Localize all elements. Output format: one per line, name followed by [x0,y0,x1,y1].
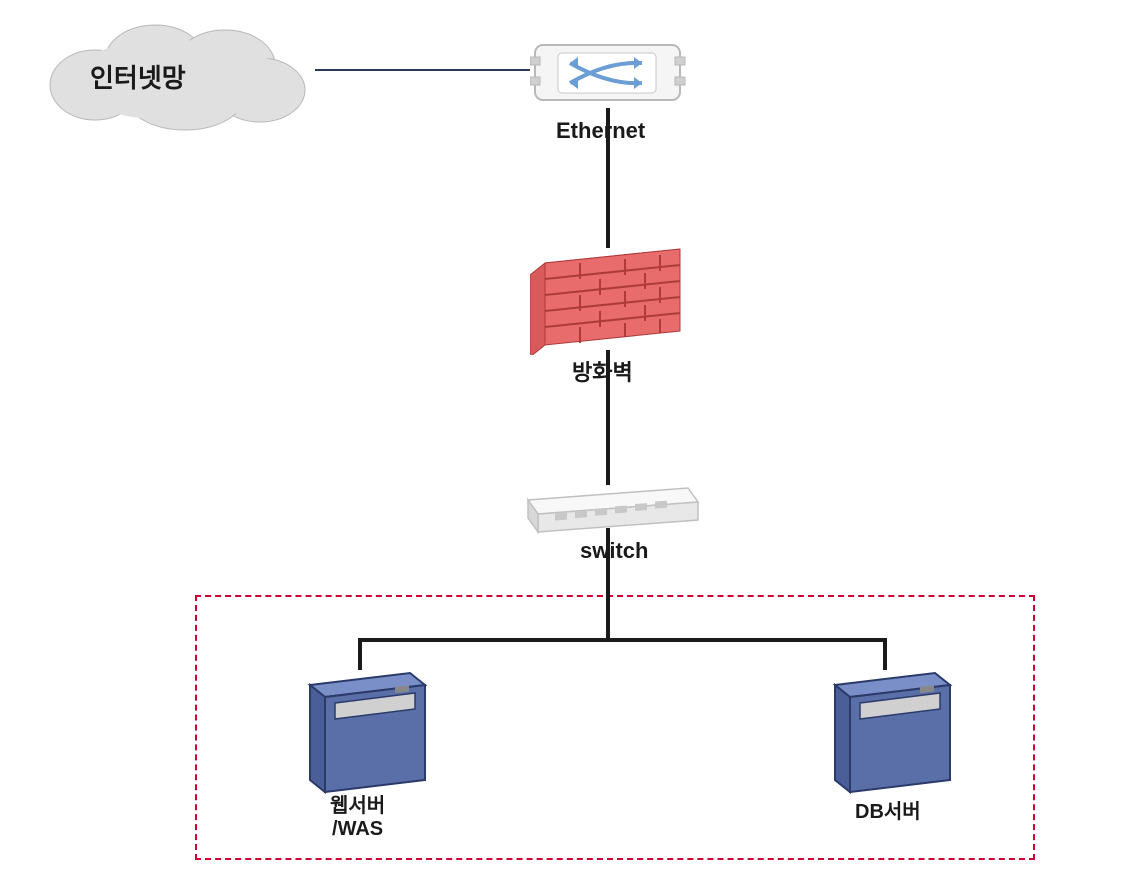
edge-bus-horizontal [358,638,887,642]
web-server-label-line1: 웹서버 [330,795,385,817]
switch-label: switch [580,538,648,564]
router-icon [530,35,690,110]
edge-switch-bus [606,528,610,640]
switch-icon [520,480,705,535]
firewall-node [530,245,690,360]
ethernet-label: Ethernet [556,118,645,144]
server-icon [300,665,430,795]
edge-cloud-ethernet [315,69,530,71]
ethernet-node [530,35,690,115]
server-icon [825,665,955,795]
network-diagram: 인터넷망 Ethernet [0,0,1138,878]
firewall-icon [530,245,690,355]
db-server-node [825,665,955,800]
edge-ethernet-firewall [606,108,610,248]
edge-firewall-switch [606,350,610,485]
internet-cloud-node: 인터넷망 [35,15,315,140]
cloud-label: 인터넷망 [90,58,186,95]
switch-node [520,480,705,540]
web-server-label: 웹서버 /WAS [330,795,385,841]
web-server-label-line2: /WAS [332,818,383,840]
db-server-label: DB서버 [855,795,921,824]
web-server-node [300,665,430,800]
firewall-label: 방화벽 [572,355,633,387]
